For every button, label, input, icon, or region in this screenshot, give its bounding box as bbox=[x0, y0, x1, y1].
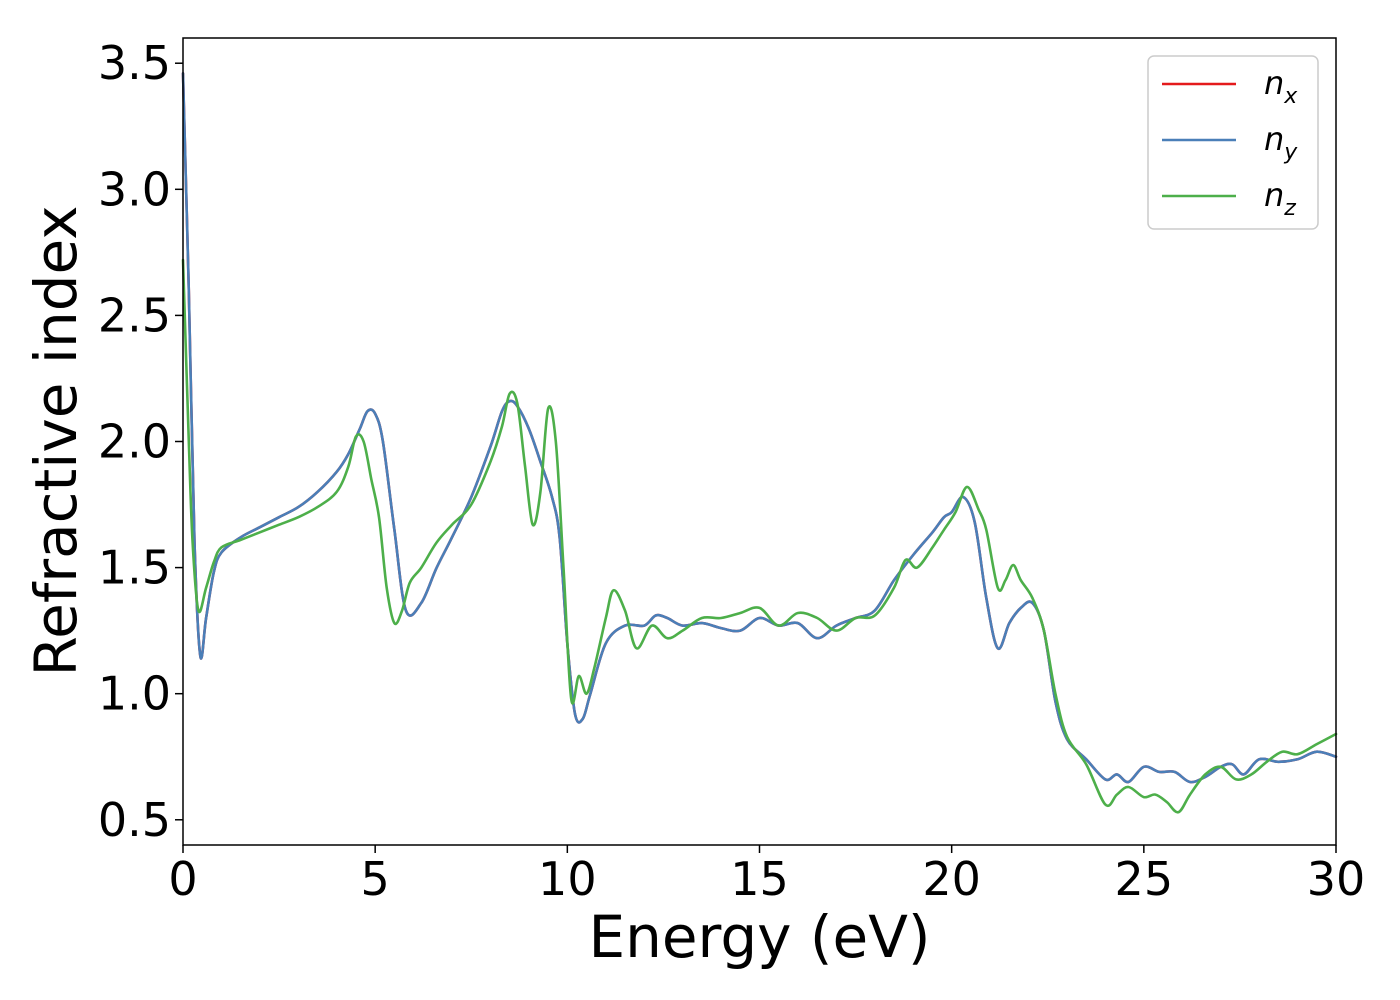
series-line-z bbox=[181, 258, 1338, 814]
x-tick-label: 30 bbox=[1307, 852, 1366, 906]
series-line-y bbox=[181, 72, 1338, 784]
y-axis: 0.5 1.0 1.5 2.0 2.5 3.0 3.5 bbox=[98, 36, 183, 847]
x-tick-label: 15 bbox=[730, 852, 789, 906]
x-tick-label: 20 bbox=[922, 852, 981, 906]
y-tick-label: 1.5 bbox=[98, 541, 171, 595]
y-axis-label: Refractive index bbox=[22, 205, 90, 676]
x-tick-label: 0 bbox=[168, 852, 197, 906]
y-tick-label: 1.0 bbox=[98, 667, 171, 721]
x-tick-label: 5 bbox=[361, 852, 390, 906]
series-layer bbox=[181, 72, 1338, 814]
x-tick-label: 10 bbox=[538, 852, 597, 906]
x-axis-label: Energy (eV) bbox=[588, 903, 930, 971]
y-tick-label: 3.0 bbox=[98, 162, 171, 216]
x-axis: 0 5 10 15 20 25 30 bbox=[168, 845, 1365, 906]
y-tick-label: 3.5 bbox=[98, 36, 171, 90]
x-tick-label: 25 bbox=[1115, 852, 1174, 906]
legend-box bbox=[1147, 55, 1319, 230]
y-tick-label: 2.0 bbox=[98, 415, 171, 469]
y-tick-label: 2.5 bbox=[98, 288, 171, 342]
y-tick-label: 0.5 bbox=[98, 793, 171, 847]
